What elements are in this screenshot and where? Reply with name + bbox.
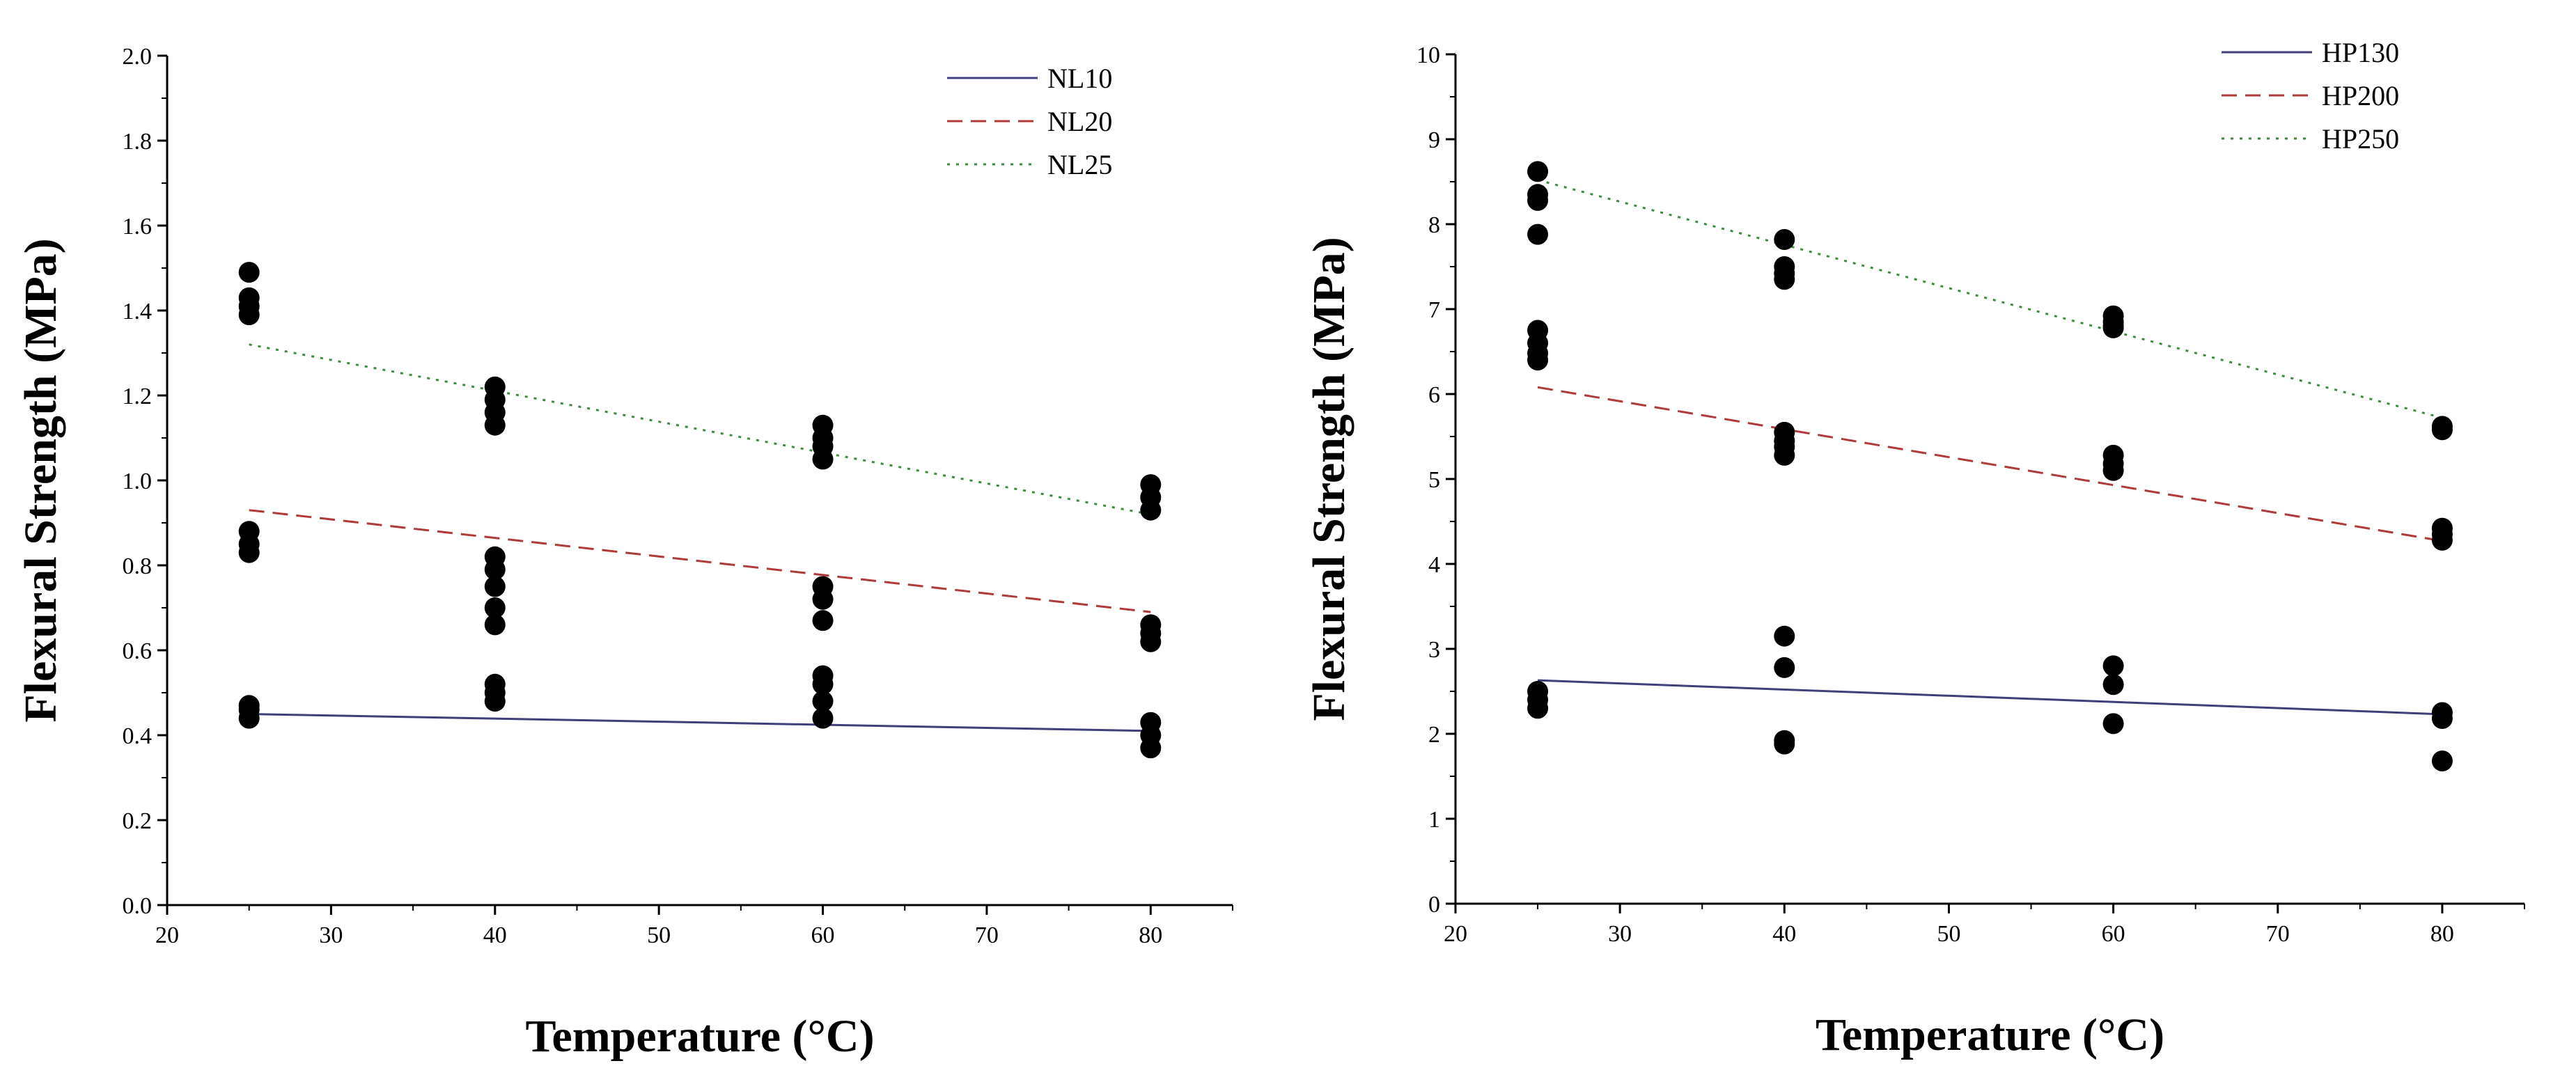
legend-label: HP250 [2322,123,2399,155]
x-tick-label: 50 [647,922,671,948]
data-point [1140,631,1162,652]
y-tick-label: 0.8 [123,553,153,579]
legend-label: NL20 [1047,106,1112,137]
data-point [238,304,260,326]
data-point [1527,349,1549,371]
y-tick-label: 3 [1428,637,1440,663]
x-axis-title: Temperature (°C) [1816,1010,2164,1060]
x-tick-label: 20 [1444,921,1467,947]
data-point [1527,698,1549,719]
data-point [484,691,506,712]
y-tick-label: 1.8 [123,129,153,155]
data-point [1774,444,1795,466]
data-point [2102,713,2124,735]
data-point [812,448,834,470]
data-point [484,597,506,618]
data-point [484,614,506,636]
data-point [1774,625,1795,647]
y-tick-label: 1.6 [123,214,153,239]
legend-label: HP200 [2322,80,2399,111]
data-point [1774,733,1795,755]
data-point [1774,657,1795,678]
x-tick-label: 20 [155,922,179,948]
y-tick-label: 8 [1428,212,1440,238]
y-tick-label: 0 [1428,892,1440,918]
data-point [1140,737,1162,759]
x-axis-title: Temperature (°C) [525,1011,874,1062]
y-tick-label: 6 [1428,382,1440,408]
y-tick-label: 4 [1428,552,1440,578]
legend-label: HP130 [2322,37,2399,68]
x-tick-label: 40 [483,922,507,948]
chart-hp-series: 20 30 40 50 60 70 80 0 1 2 3 4 5 6 7 8 9 10 Temperature (°… [1304,37,2525,1060]
y-tick-label: 2.0 [123,44,153,70]
y-tick-label: 5 [1428,467,1440,493]
data-point [484,559,506,581]
x-tick-label: 30 [1608,921,1632,947]
fit-line-hp130 [1538,679,2442,716]
data-point [812,673,834,695]
data-point [2431,419,2453,441]
y-axis-title: Flexural Strength (MPa) [1304,237,1355,721]
data-point [238,262,260,283]
y-tick-label: 1 [1428,807,1440,833]
legend-label: NL25 [1047,149,1112,180]
fit-line-nl25 [249,343,1151,516]
data-point [2102,317,2124,338]
data-point [484,414,506,436]
y-tick-label: 9 [1428,127,1440,153]
fit-line-nl20 [249,509,1151,613]
y-tick-label: 2 [1428,722,1440,748]
x-tick-label: 80 [1139,922,1162,948]
data-point [2431,529,2453,551]
y-tick-label: 0.4 [123,723,153,749]
fit-line-hp200 [1537,386,2443,542]
data-point [812,610,834,631]
y-tick-label: 1.0 [123,469,153,494]
data-point [1527,161,1549,182]
x-tick-label: 60 [811,922,835,948]
data-point [2431,708,2453,730]
y-tick-label: 1.4 [123,299,153,324]
chart-nl-series: 20 30 40 50 60 70 80 0.0 0.2 0.4 0.6 0.8 1.0 1.2 1.4 1.… [15,44,1233,1062]
x-tick-label: 70 [975,922,999,948]
legend-label: NL10 [1047,63,1112,94]
data-point [1774,269,1795,290]
x-tick-label: 40 [1772,921,1796,947]
y-tick-label: 0.6 [123,638,153,664]
data-point [484,576,506,597]
x-tick-label: 50 [1937,921,1960,947]
data-point [1527,189,1549,211]
data-point [238,707,260,729]
data-point [812,691,834,712]
y-tick-label: 1.2 [123,384,153,409]
y-tick-label: 0.0 [123,893,153,919]
y-tick-label: 7 [1428,297,1440,323]
data-point [2102,459,2124,481]
x-tick-label: 70 [2266,921,2290,947]
data-point [238,542,260,563]
data-point [1140,499,1162,521]
x-tick-label: 30 [319,922,343,948]
x-tick-label: 80 [2430,921,2454,947]
y-tick-label: 10 [1416,42,1440,68]
y-axis-title: Flexural Strength (MPa) [15,238,66,722]
data-point [812,707,834,729]
fit-line-nl10 [249,713,1151,732]
y-tick-label: 0.2 [123,808,153,834]
fit-line-hp250 [1537,179,2443,419]
data-point [1774,228,1795,250]
data-point [812,588,834,610]
data-point [2431,751,2453,772]
data-point [2102,674,2124,696]
data-point [1527,223,1549,245]
data-point [2102,655,2124,677]
x-tick-label: 60 [2102,921,2125,947]
